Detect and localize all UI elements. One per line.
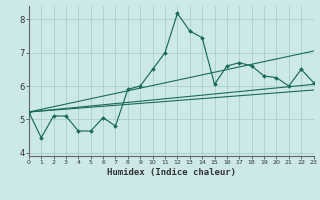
X-axis label: Humidex (Indice chaleur): Humidex (Indice chaleur) [107,168,236,177]
